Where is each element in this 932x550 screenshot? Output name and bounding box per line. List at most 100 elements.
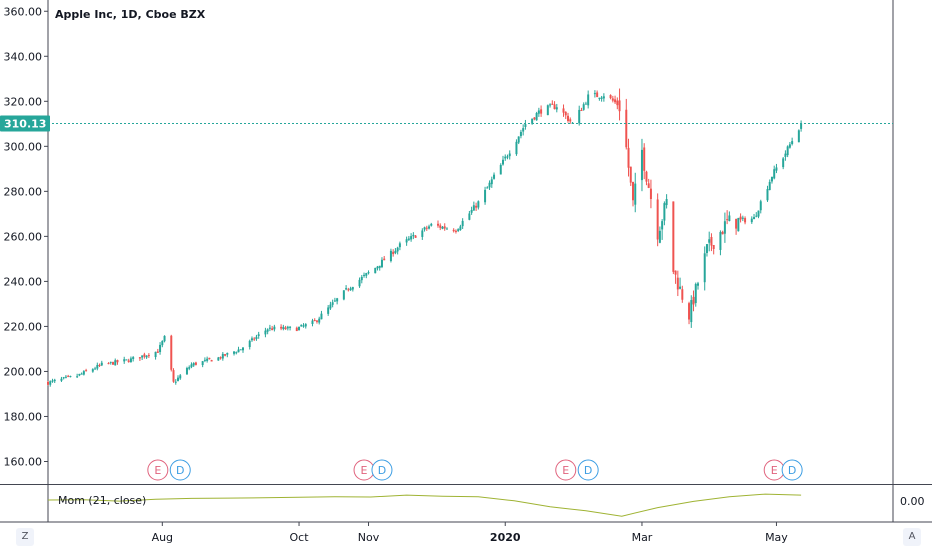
candle-body <box>47 381 49 385</box>
candle-body <box>611 98 614 101</box>
pane-separators <box>0 0 932 523</box>
price-axis[interactable]: 160.00 180.00 200.00 220.00 240.00 260.00 280.… <box>4 5 49 468</box>
candle-body <box>107 363 110 365</box>
candle-body <box>540 109 543 114</box>
candle-body <box>114 360 117 366</box>
candle-body <box>313 320 316 322</box>
candle-body <box>441 226 444 229</box>
candle-body <box>506 156 509 158</box>
chart-title: Apple Inc, 1D, Cboe BZX <box>55 8 206 21</box>
price-tick-label: 240.00 <box>4 275 43 288</box>
candle-body <box>156 351 159 353</box>
candle-body <box>694 283 697 303</box>
candle-body <box>410 236 413 240</box>
candle-body <box>78 373 81 376</box>
candle-body <box>112 362 114 365</box>
candle-body <box>627 147 630 168</box>
candle-body <box>708 239 711 243</box>
candle-body <box>676 277 679 290</box>
candle-body <box>284 327 287 330</box>
price-tick-label: 340.00 <box>4 50 43 63</box>
candle-body <box>490 179 493 185</box>
candle-body <box>100 362 103 366</box>
candle-body <box>201 361 204 366</box>
price-tick-label: 280.00 <box>4 185 43 198</box>
candle-body <box>773 169 776 179</box>
candle-body <box>405 239 408 243</box>
auto-scale-button[interactable]: A <box>903 528 921 546</box>
time-tick-label: Mar <box>632 531 653 544</box>
candle-body <box>177 377 179 381</box>
candle-body <box>286 326 289 329</box>
candle-body <box>82 371 85 375</box>
candle-body <box>578 109 581 124</box>
candle-body <box>766 189 769 201</box>
time-tick-label: Nov <box>358 531 380 544</box>
candle-body <box>564 111 567 116</box>
candle-body <box>800 123 803 129</box>
candle-body <box>94 368 97 370</box>
dividend-marker <box>169 459 191 481</box>
candle-body <box>315 320 318 322</box>
candle-body <box>67 375 70 377</box>
candle-body <box>255 336 258 339</box>
candle-body <box>461 220 464 227</box>
candle-body <box>692 296 695 305</box>
candle-body <box>788 144 791 148</box>
candle-body <box>640 149 643 181</box>
candle-body <box>629 166 632 183</box>
candle-body <box>797 130 800 143</box>
candle-body <box>499 164 502 175</box>
candle-body <box>96 364 99 369</box>
indicator-axis-label: 0.00 <box>900 495 925 508</box>
candle-body <box>531 118 534 124</box>
candle-body <box>295 327 298 332</box>
candle-body <box>374 267 377 274</box>
candle-body <box>123 359 126 362</box>
price-tick-label: 320.00 <box>4 95 43 108</box>
candle-body <box>219 357 222 359</box>
candle-body <box>333 300 336 302</box>
candle-body <box>365 273 368 276</box>
candle-body <box>300 324 303 327</box>
candle-body <box>690 300 693 323</box>
zoom-toggle-button[interactable]: Z <box>16 528 34 546</box>
candle-body <box>116 360 119 363</box>
time-axis[interactable]: Aug Oct Nov 2020 Mar May <box>152 522 789 544</box>
candle-body <box>129 358 132 363</box>
candle-body <box>672 201 675 272</box>
candlestick-series <box>47 88 803 387</box>
candle-body <box>327 307 330 314</box>
candle-body <box>98 364 101 366</box>
candle-body <box>298 326 301 331</box>
candle-body <box>454 230 457 232</box>
candle-body <box>210 360 213 362</box>
dividend-marker <box>371 459 393 481</box>
candle-body <box>69 376 72 378</box>
candle-body <box>596 92 599 98</box>
candle-body <box>421 230 424 237</box>
candle-body <box>658 230 661 243</box>
candle-body <box>582 104 585 110</box>
earnings-marker-label: E <box>771 464 778 477</box>
candle-body <box>755 215 758 217</box>
candle-body <box>349 288 352 291</box>
candle-body <box>488 182 491 188</box>
candle-body <box>172 370 175 382</box>
time-tick-label: May <box>765 531 788 544</box>
candle-body <box>143 354 146 357</box>
candle-body <box>62 377 65 379</box>
price-tick-label: 360.00 <box>4 5 43 18</box>
candle-body <box>750 218 753 223</box>
candle-body <box>85 370 88 372</box>
candle-body <box>502 159 504 165</box>
candle-body <box>681 289 684 300</box>
candle-body <box>318 318 321 323</box>
candle-body <box>203 359 206 361</box>
candle-body <box>51 380 54 382</box>
last-price-tag-label: 310.13 <box>4 118 46 131</box>
candle-body <box>237 349 240 353</box>
candle-body <box>389 250 392 262</box>
